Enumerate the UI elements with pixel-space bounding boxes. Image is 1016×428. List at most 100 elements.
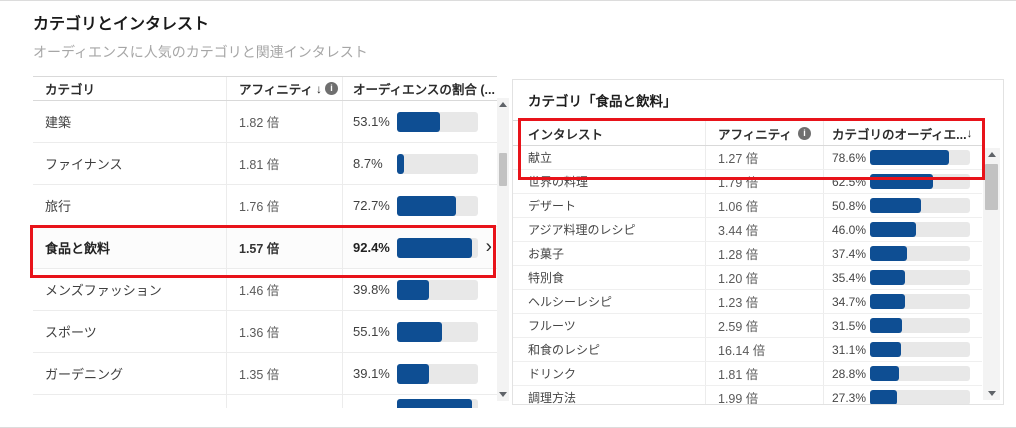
affinity-value: 1.46 倍 — [239, 284, 280, 298]
interest-row[interactable]: 世界の料理 1.79 倍 62.5% — [513, 170, 982, 194]
audience-share-value: 39.1% — [353, 366, 390, 381]
right-scrollbar-thumb[interactable] — [985, 164, 998, 210]
category-label: 建築 — [45, 115, 72, 130]
affinity-value: 1.99 倍 — [718, 392, 759, 405]
affinity-value: 2.59 倍 — [718, 320, 759, 334]
audience-share-value: 27.3% — [832, 390, 867, 405]
category-row[interactable]: ファイナンス 1.81 倍 8.7% — [33, 143, 497, 185]
category-row[interactable]: 食品と飲料 1.57 倍 92.4% › — [33, 227, 497, 269]
affinity-value: 16.14 倍 — [718, 344, 766, 358]
audience-share-bar — [397, 195, 478, 216]
affinity-value: 1.82 倍 — [239, 116, 280, 130]
audience-share-bar — [870, 222, 971, 237]
affinity-value: 1.20 倍 — [718, 272, 759, 286]
categories-table-header: カテゴリ アフィニティ ↓ i オーディエンスの割合 (... — [33, 76, 497, 101]
sort-descending-icon[interactable]: ↓ — [316, 81, 323, 96]
affinity-value: 1.81 倍 — [239, 158, 280, 172]
affinity-value: 1.06 倍 — [718, 200, 759, 214]
audience-share-value: 28.8% — [832, 366, 867, 381]
panel-title: カテゴリ「食品と飲料」 — [528, 94, 677, 109]
audience-share-value: 62.5% — [832, 174, 867, 189]
audience-share-value: 35.4% — [832, 270, 867, 285]
interest-row[interactable]: 調理方法 1.99 倍 27.3% — [513, 386, 982, 405]
col-header-interest[interactable]: インタレスト — [513, 121, 706, 145]
interest-row[interactable]: ヘルシーレシピ 1.23 倍 34.7% — [513, 290, 982, 314]
audience-share-value: 55.1% — [353, 324, 390, 339]
left-table-scrollbar[interactable] — [497, 98, 509, 401]
audience-share-value: 53.1% — [353, 114, 390, 129]
scroll-up-icon[interactable] — [497, 98, 509, 111]
audience-share-bar — [397, 321, 478, 342]
info-icon[interactable]: i — [798, 126, 811, 140]
scroll-down-icon[interactable] — [497, 388, 509, 401]
interest-row[interactable]: お菓子 1.28 倍 37.4% — [513, 242, 982, 266]
audience-share-value: 46.0% — [832, 222, 867, 237]
right-table-scrollbar[interactable] — [983, 148, 1000, 400]
category-row[interactable] — [33, 395, 497, 408]
interest-label: フルーツ — [528, 319, 576, 333]
scroll-up-icon[interactable] — [983, 148, 1000, 161]
category-label: ガーデニング — [45, 367, 124, 382]
audience-share-bar — [397, 363, 478, 384]
category-label: メンズファッション — [45, 283, 162, 298]
interest-label: 世界の料理 — [528, 175, 589, 189]
audience-share-value: 34.7% — [832, 294, 867, 309]
category-row[interactable]: メンズファッション 1.46 倍 39.8% — [33, 269, 497, 311]
interest-label: 献立 — [528, 151, 553, 165]
scroll-down-icon[interactable] — [983, 387, 1000, 400]
audience-share-bar — [397, 237, 478, 258]
affinity-value: 3.44 倍 — [718, 224, 759, 238]
interest-row[interactable]: アジア料理のレシピ 3.44 倍 46.0% — [513, 218, 982, 242]
interest-row[interactable]: 献立 1.27 倍 78.6% — [513, 146, 982, 170]
interest-row[interactable]: デザート 1.06 倍 50.8% — [513, 194, 982, 218]
audience-share-bar — [397, 279, 478, 300]
info-icon[interactable]: i — [325, 82, 339, 95]
audience-share-value: 78.6% — [832, 150, 867, 165]
interest-label: デザート — [528, 199, 577, 213]
interest-label: ドリンク — [528, 367, 577, 381]
category-row[interactable]: 建築 1.82 倍 53.1% — [33, 101, 497, 143]
audience-share-value: 92.4% — [353, 240, 390, 255]
category-row[interactable]: ガーデニング 1.35 倍 39.1% — [33, 353, 497, 395]
interest-row[interactable]: 特別食 1.20 倍 35.4% — [513, 266, 982, 290]
category-row[interactable]: スポーツ 1.36 倍 55.1% — [33, 311, 497, 353]
audience-share-value: 8.7% — [353, 156, 383, 171]
interest-row[interactable]: ドリンク 1.81 倍 28.8% — [513, 362, 982, 386]
interest-label: お菓子 — [528, 247, 565, 261]
col-header-affinity[interactable]: アフィニティ ↓ i — [227, 77, 343, 100]
audience-share-value: 37.4% — [832, 246, 867, 261]
category-label: スポーツ — [45, 325, 97, 340]
col-header-affinity[interactable]: アフィニティ i — [706, 121, 824, 145]
chevron-right-icon[interactable]: › — [485, 236, 492, 258]
interest-label: アジア料理のレシピ — [528, 223, 636, 237]
category-label: ファイナンス — [45, 157, 123, 172]
interest-label: 特別食 — [528, 271, 565, 285]
audience-share-value: 50.8% — [832, 198, 867, 213]
affinity-value: 1.76 倍 — [239, 200, 280, 214]
audience-share-bar — [397, 399, 478, 408]
interest-row[interactable]: 和食のレシピ 16.14 倍 31.1% — [513, 338, 982, 362]
col-header-category[interactable]: カテゴリ — [33, 77, 227, 100]
interest-row[interactable]: フルーツ 2.59 倍 31.5% — [513, 314, 982, 338]
col-header-audience-share[interactable]: オーディエンスの割合 (... — [353, 83, 495, 97]
audience-share-bar — [870, 174, 971, 189]
audience-share-bar — [870, 342, 971, 357]
affinity-value: 1.28 倍 — [718, 248, 759, 262]
audience-share-value: 39.8% — [353, 282, 390, 297]
col-header-category-audience[interactable]: カテゴリのオーディエ... ↓ — [832, 126, 973, 142]
left-scrollbar-thumb[interactable] — [499, 153, 507, 186]
affinity-value: 1.35 倍 — [239, 368, 280, 382]
audience-share-bar — [397, 153, 478, 174]
audience-share-bar — [397, 111, 478, 132]
interest-label: 和食のレシピ — [528, 343, 601, 357]
page-title: カテゴリとインタレスト — [33, 16, 210, 33]
sort-descending-icon[interactable]: ↓ — [966, 126, 973, 140]
category-row[interactable]: 旅行 1.76 倍 72.7% — [33, 185, 497, 227]
audience-share-bar — [870, 198, 971, 213]
affinity-value: 1.79 倍 — [718, 176, 759, 190]
affinity-value: 1.36 倍 — [239, 326, 280, 340]
audience-share-bar — [870, 366, 971, 381]
audience-share-bar — [870, 246, 971, 261]
interest-label: 調理方法 — [528, 391, 577, 405]
